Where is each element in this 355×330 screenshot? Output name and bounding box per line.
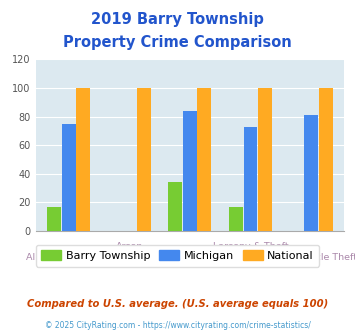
Text: All Property Crime: All Property Crime <box>26 253 112 262</box>
Text: Arson: Arson <box>116 242 143 251</box>
Bar <box>183 111 197 231</box>
Bar <box>47 207 61 231</box>
Bar <box>62 124 76 231</box>
Bar <box>168 182 182 231</box>
Text: Property Crime Comparison: Property Crime Comparison <box>63 35 292 50</box>
Text: Larceny & Theft: Larceny & Theft <box>213 242 288 251</box>
Text: © 2025 CityRating.com - https://www.cityrating.com/crime-statistics/: © 2025 CityRating.com - https://www.city… <box>45 321 310 330</box>
Legend: Barry Township, Michigan, National: Barry Township, Michigan, National <box>36 245 319 267</box>
Text: Burglary: Burglary <box>170 253 210 262</box>
Text: Compared to U.S. average. (U.S. average equals 100): Compared to U.S. average. (U.S. average … <box>27 299 328 309</box>
Bar <box>197 88 212 231</box>
Text: Motor Vehicle Theft: Motor Vehicle Theft <box>265 253 355 262</box>
Bar <box>244 127 257 231</box>
Bar <box>76 88 90 231</box>
Text: 2019 Barry Township: 2019 Barry Township <box>91 12 264 26</box>
Bar <box>229 207 243 231</box>
Bar <box>319 88 333 231</box>
Bar <box>137 88 151 231</box>
Bar <box>304 115 318 231</box>
Bar <box>258 88 272 231</box>
